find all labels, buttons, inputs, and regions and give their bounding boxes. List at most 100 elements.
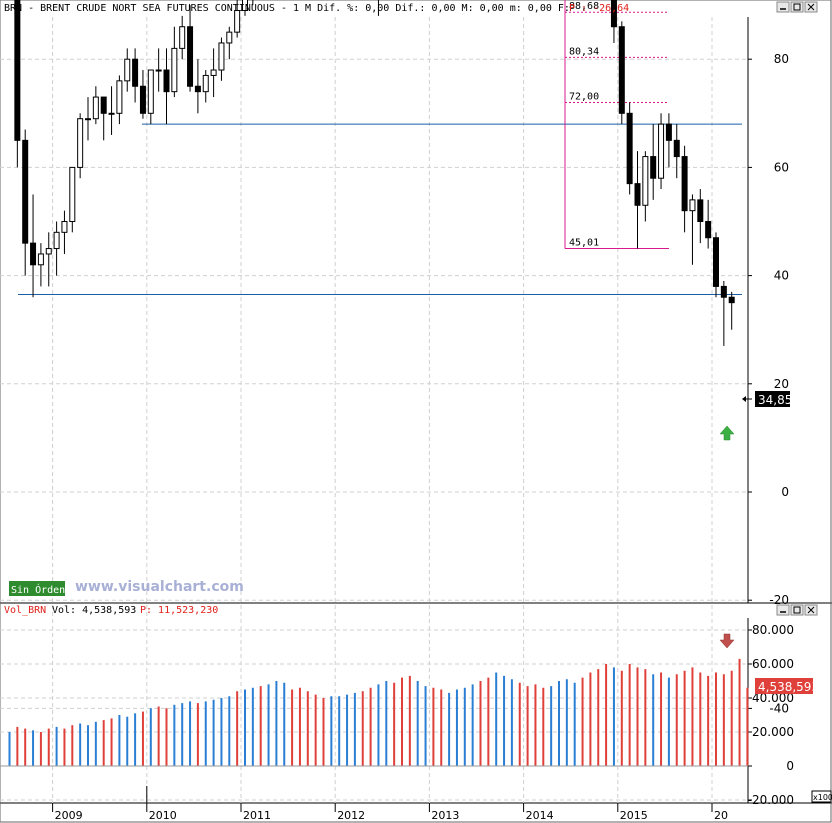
candle-body <box>689 199 696 212</box>
candle-body <box>642 156 649 206</box>
scale-multiplier-label: x100 <box>813 793 832 802</box>
price-tick-label: 80 <box>774 52 789 66</box>
candle-body <box>14 0 21 141</box>
sell-arrow-icon <box>719 633 735 649</box>
scale-multiplier-box <box>811 790 832 803</box>
candle-body <box>194 85 201 93</box>
window-minimize-button[interactable] <box>776 1 790 13</box>
year-tick-label: 20 <box>714 809 728 822</box>
volume-tick-label: 0 <box>786 759 794 773</box>
price-tick-label: 40 <box>774 269 789 283</box>
candle-body <box>705 221 712 239</box>
candle-body <box>22 139 29 244</box>
candle-body <box>697 199 704 222</box>
fib-level-label: 45,01 <box>569 237 599 248</box>
candle-body <box>92 96 99 120</box>
candlestick-series <box>14 0 735 346</box>
candle-body <box>226 31 233 44</box>
last-price-tag: 34,85 <box>742 391 792 407</box>
year-tick-label: 2013 <box>431 809 459 822</box>
candle-body <box>85 118 91 121</box>
candle-body <box>116 80 123 114</box>
watermark: www.visualchart.com <box>75 579 244 595</box>
candle-body <box>37 253 44 266</box>
year-tick-label: 2010 <box>149 809 177 822</box>
year-tick-label: 2012 <box>337 809 365 822</box>
volume-y-ticks: -20.000 0 20.000 40.000 60.000 80.000 <box>748 623 794 807</box>
candle-body <box>713 237 719 287</box>
volume-series-name: Vol_BRN <box>4 605 46 616</box>
price-tick-label: 20 <box>774 377 789 391</box>
fib-level-label: 72,00 <box>569 91 599 102</box>
candle-body <box>720 285 727 298</box>
candle-body <box>45 248 52 255</box>
candle-body <box>650 156 657 179</box>
candle-body <box>218 42 225 71</box>
volume-value-text: Vol: 4,538,593 <box>52 605 136 616</box>
candle-body <box>147 69 154 114</box>
candle-body <box>728 296 735 304</box>
year-tick-label: 2011 <box>243 809 271 822</box>
x-axis-ticks: 2009 2010 2011 2012 2013 2014 2015 20 <box>52 786 728 822</box>
candle-body <box>77 118 84 168</box>
candle-body <box>658 123 665 179</box>
candle-body <box>108 112 115 115</box>
chart-title: BRN - BRENT CRUDE NORT SEA FUTURES CONTI… <box>4 3 570 14</box>
price-tick-label: 60 <box>774 160 789 174</box>
candle-body <box>634 183 641 206</box>
window-maximize-button[interactable] <box>790 1 804 13</box>
year-tick-label: 2015 <box>620 809 648 822</box>
year-tick-label: 2014 <box>526 809 554 822</box>
last-volume-value: 4,538,593 <box>758 680 819 694</box>
candle-body <box>61 221 68 233</box>
price-tick-label: -20 <box>769 593 789 607</box>
window-close-button[interactable] <box>804 1 818 13</box>
candle-body <box>681 156 688 212</box>
volume-tick-label: 80.000 <box>752 623 794 637</box>
volume-tick-label: -20.000 <box>748 793 794 807</box>
last-price-value: 34,85 <box>758 393 792 407</box>
year-tick-label: 2009 <box>55 809 83 822</box>
candle-body <box>155 69 162 72</box>
volume-maximize-button[interactable] <box>790 604 804 616</box>
orders-badge[interactable] <box>9 581 65 596</box>
price-tick-label: -40 <box>769 701 789 715</box>
candle-body <box>187 26 194 87</box>
volume-series <box>0 658 749 767</box>
candle-body <box>171 47 178 93</box>
candle-body <box>69 166 76 222</box>
candle-body <box>626 112 633 185</box>
volume-p-text: P: 11,523,230 <box>140 605 218 616</box>
candle-body <box>618 26 625 114</box>
price-y-ticks: -40-20020406080100120140160 <box>748 52 789 715</box>
candle-body <box>124 58 131 82</box>
candle-body <box>202 74 209 93</box>
candle-body <box>210 69 217 76</box>
price-tick-label: 0 <box>781 485 789 499</box>
candle-body <box>139 85 146 114</box>
volume-minimize-button[interactable] <box>776 604 790 616</box>
candle-body <box>53 231 60 250</box>
fib-level-label: 80,34 <box>569 46 599 57</box>
last-volume-tag: 4,538,593 <box>755 678 819 694</box>
candle-body <box>665 123 672 141</box>
buy-arrow-icon <box>719 425 735 441</box>
candle-body <box>163 69 170 93</box>
candle-body <box>100 96 107 114</box>
candle-body <box>610 0 617 28</box>
fib-level-label: 88,68 <box>569 1 599 12</box>
candle-body <box>179 26 186 49</box>
change-label: P : -26,64 <box>569 3 629 14</box>
volume-close-button[interactable] <box>804 604 818 616</box>
candle-body <box>673 139 680 158</box>
volume-tick-label: 40.000 <box>752 691 794 705</box>
volume-tick-label: 20.000 <box>752 725 794 739</box>
orders-badge-label: Sin Órdenes <box>11 583 77 596</box>
candle-body <box>234 10 241 33</box>
candle-body <box>30 242 37 266</box>
volume-tick-label: 60.000 <box>752 657 794 671</box>
candle-body <box>132 58 139 87</box>
